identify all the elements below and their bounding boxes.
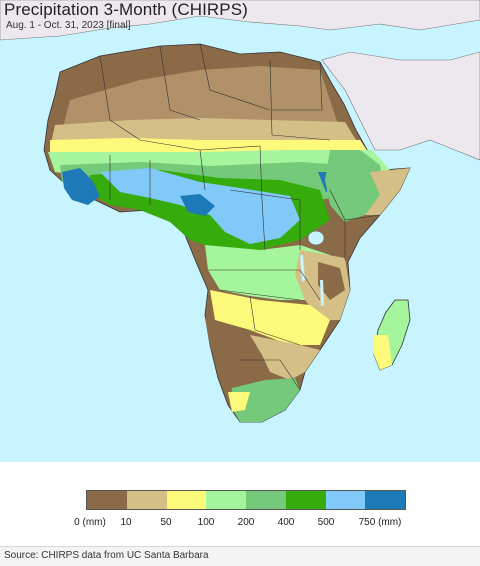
very-heavy-rain-blue-region — [62, 168, 100, 205]
southern-yellow-band — [210, 290, 330, 345]
kalahari-brown-region — [205, 318, 275, 390]
legend-label-7: 750 (mm) — [358, 517, 402, 528]
middle-east-landmass — [321, 51, 480, 161]
madagascar-yellow — [374, 335, 392, 370]
country-borders — [99, 43, 381, 391]
legend-label-4: 200 — [237, 517, 255, 528]
legend-swatch-5 — [285, 491, 326, 509]
southern-tan-region — [250, 335, 320, 380]
map-title: Precipitation 3-Month (CHIRPS) — [4, 0, 248, 19]
legend-label-2: 50 — [160, 517, 172, 528]
legend-swatch-4 — [246, 491, 286, 509]
legend-label-3: 100 — [197, 517, 215, 528]
source-credit: Source: CHIRPS data from UC Santa Barbar… — [4, 550, 209, 561]
africa-map-graphic — [0, 0, 480, 423]
europe-landmass — [0, 0, 480, 41]
very-heavy-rain-blue-region-2 — [180, 194, 215, 216]
legend-label-0: 0 (mm) — [74, 517, 106, 528]
legend-swatch-1 — [126, 491, 167, 509]
horn-tan-region — [365, 168, 410, 215]
legend-swatch-3 — [206, 491, 246, 509]
lake-victoria — [307, 230, 325, 246]
legend-colorbar — [86, 490, 406, 510]
south-africa-green-region — [230, 378, 300, 422]
lake-malawi — [320, 280, 324, 306]
legend-label-6: 500 — [317, 517, 335, 528]
footer-bar: Source: CHIRPS data from UC Santa Barbar… — [0, 546, 480, 566]
legend-swatch-0 — [87, 491, 127, 509]
map-subtitle: Aug. 1 - Oct. 31, 2023 [final] — [6, 20, 131, 31]
legend-swatch-2 — [166, 491, 207, 509]
legend-swatch-7 — [365, 491, 405, 509]
south-coast-yellow — [228, 392, 250, 412]
east-africa-brown-patch — [318, 262, 345, 300]
ethiopia-green-region — [325, 150, 385, 222]
legend-label-5: 400 — [277, 517, 295, 528]
precipitation-map — [0, 0, 480, 462]
legend-label-1: 10 — [120, 517, 132, 528]
legend-swatch-6 — [325, 491, 366, 509]
